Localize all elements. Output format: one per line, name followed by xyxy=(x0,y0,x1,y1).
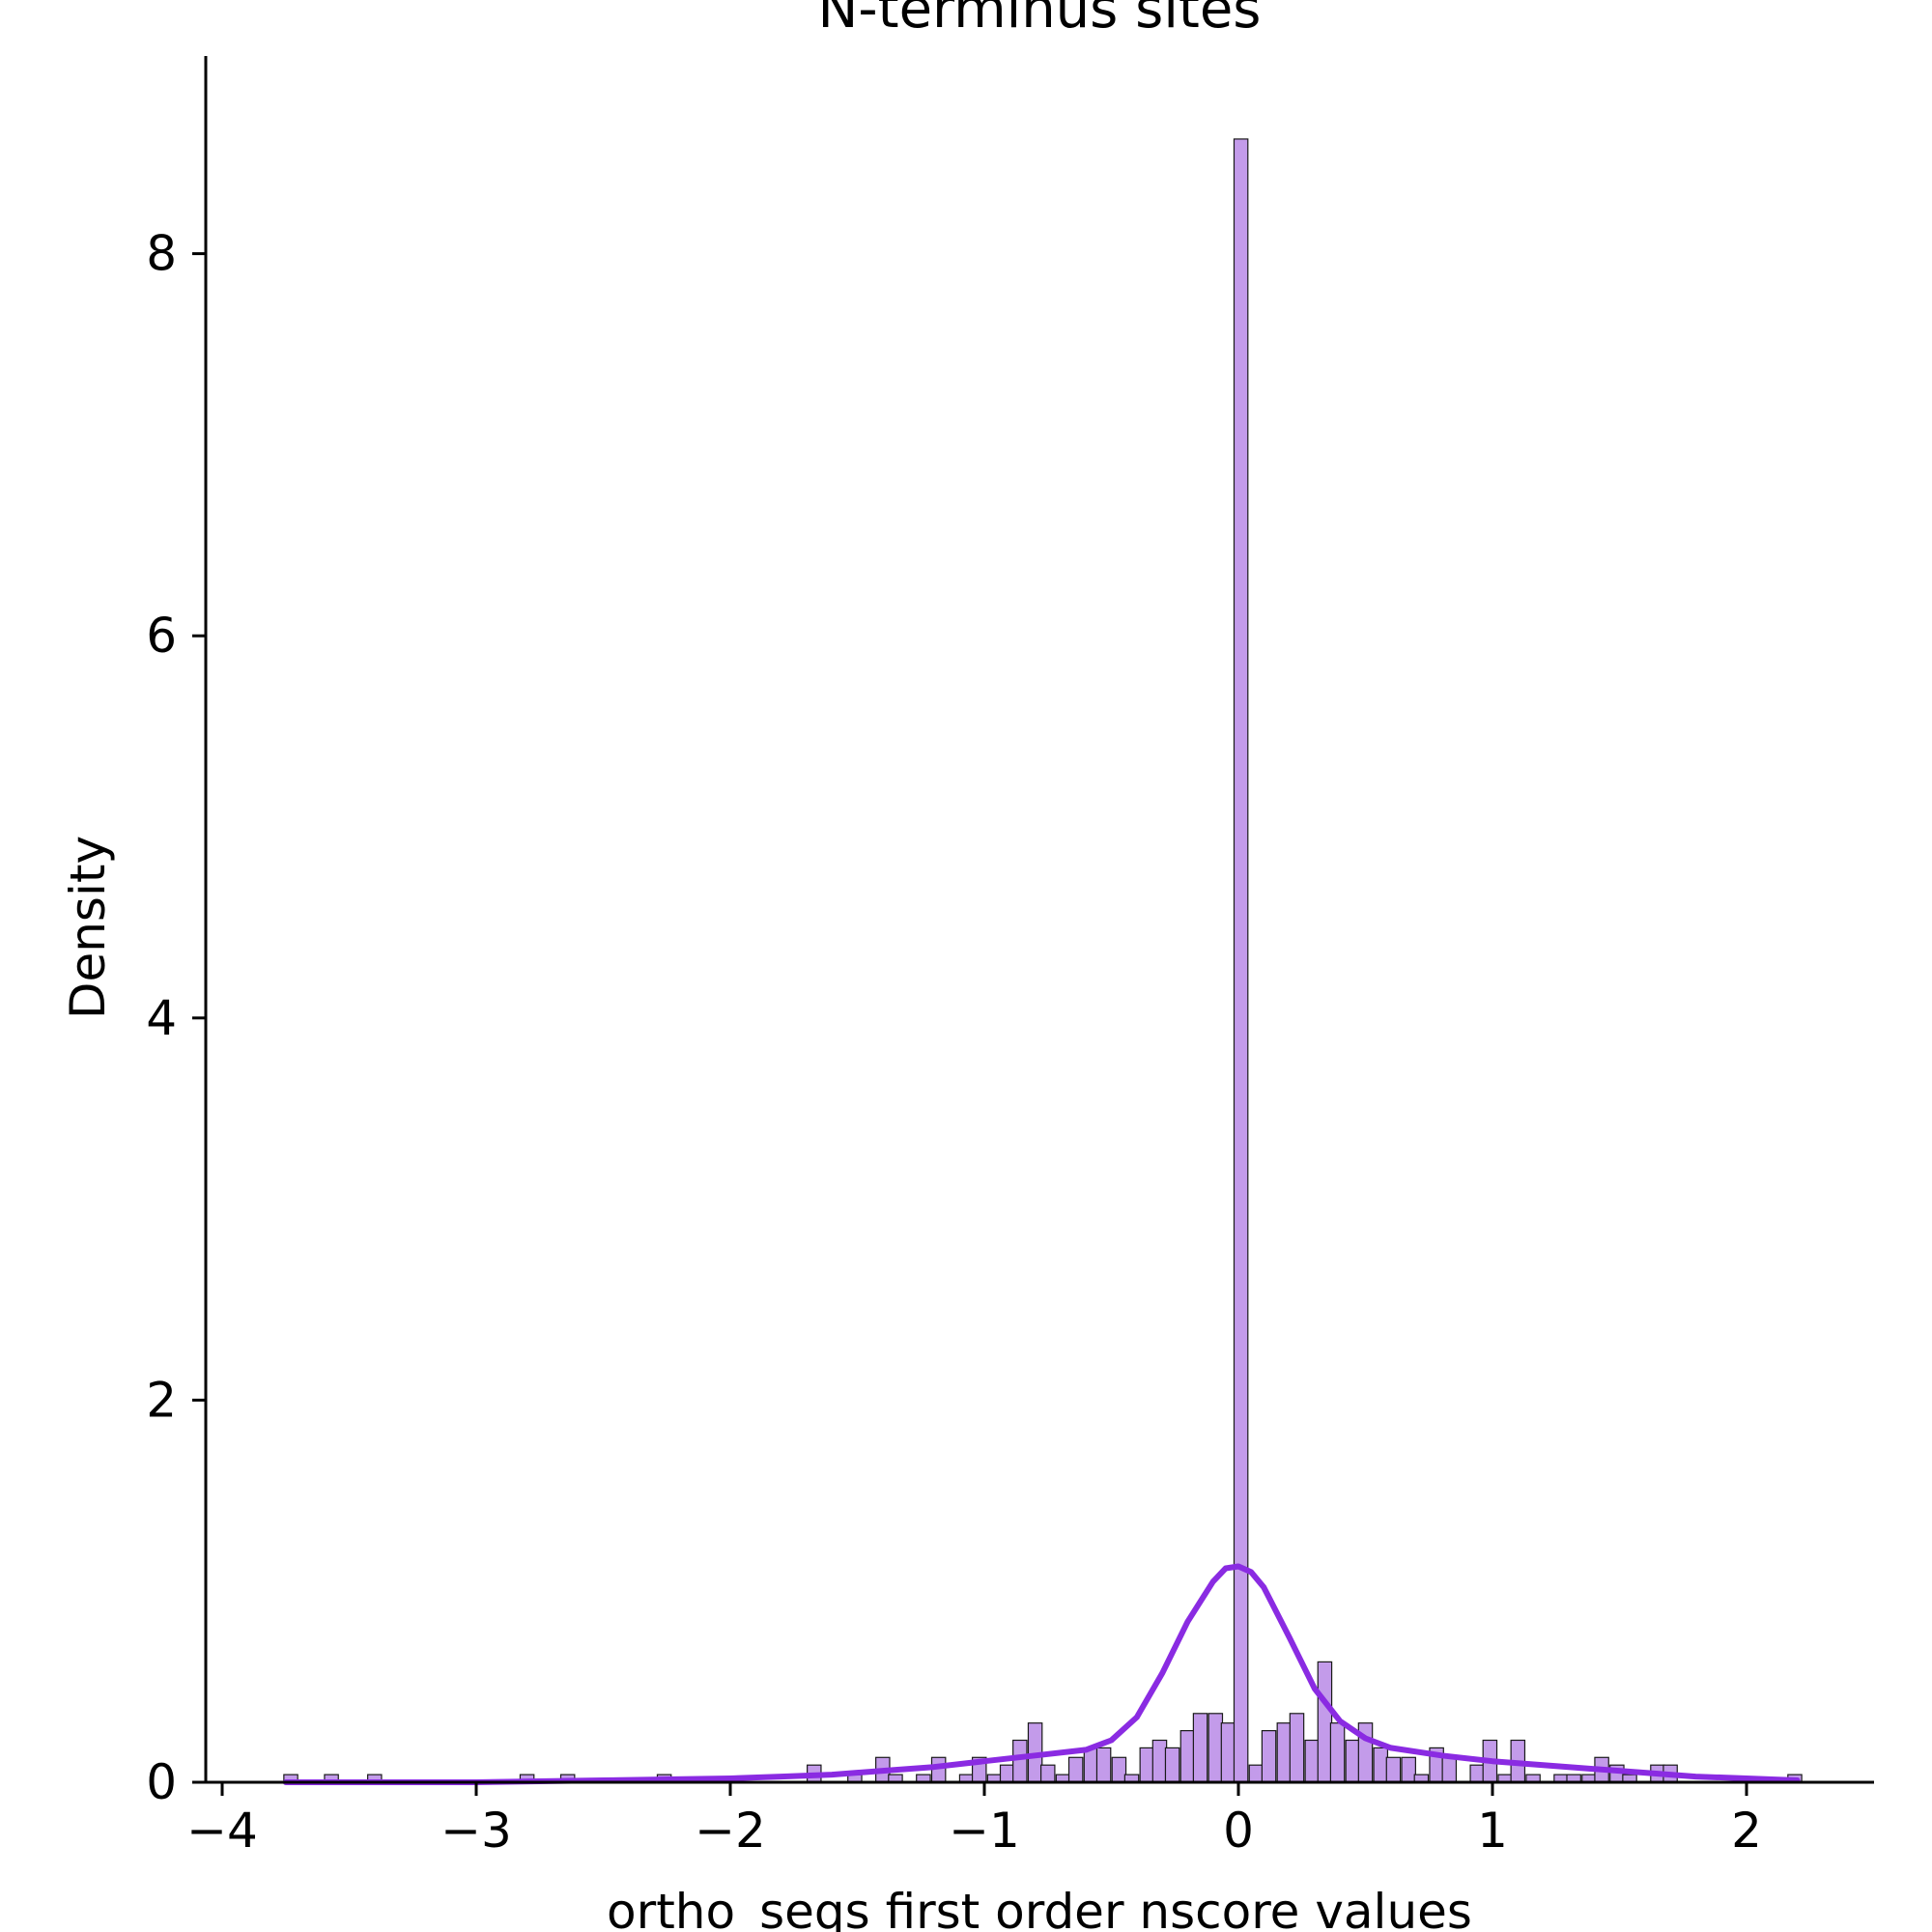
x-tick-label: 1 xyxy=(1477,1803,1508,1859)
histogram-bar xyxy=(1233,138,1249,1783)
kde-curve xyxy=(282,1563,1801,1785)
histogram-bar xyxy=(999,1764,1015,1783)
histogram-bar xyxy=(1261,1729,1277,1783)
histogram-bar xyxy=(1039,1764,1056,1783)
histogram-bar xyxy=(1304,1739,1321,1783)
histogram-bar xyxy=(1317,1661,1333,1783)
y-tick-label: 6 xyxy=(146,608,177,664)
histogram-bar xyxy=(1083,1747,1099,1783)
histogram-bar xyxy=(1208,1713,1224,1783)
x-tick-label: 2 xyxy=(1731,1803,1762,1859)
y-tick-label: 8 xyxy=(146,226,177,282)
histogram-bar xyxy=(1289,1713,1305,1783)
histogram-bar xyxy=(1276,1722,1293,1783)
x-tick-label: −2 xyxy=(695,1803,766,1859)
histogram-bar xyxy=(1111,1756,1127,1783)
x-axis-ticks: −4 −3 −2 −1 0 1 2 xyxy=(186,1782,1762,1859)
histogram-bar xyxy=(1385,1756,1402,1783)
histogram-bar xyxy=(1220,1722,1236,1783)
x-axis-label: ortho_seqs first order nscore values xyxy=(607,1884,1472,1932)
histogram-bar xyxy=(1179,1729,1196,1783)
histogram-bar xyxy=(1192,1713,1208,1783)
histogram-bar xyxy=(1248,1764,1264,1783)
chart-title: N-terminus sites xyxy=(818,0,1262,41)
histogram-bar xyxy=(1067,1756,1084,1783)
histogram-bar xyxy=(1373,1747,1389,1783)
y-tick-label: 0 xyxy=(146,1754,177,1810)
histogram-bar xyxy=(1139,1747,1155,1783)
histogram-bar xyxy=(1012,1739,1028,1783)
histogram-bar xyxy=(1469,1764,1485,1783)
histogram-bar xyxy=(1095,1747,1112,1783)
y-axis-ticks: 0 2 4 6 8 xyxy=(146,226,206,1810)
x-tick-label: 0 xyxy=(1223,1803,1254,1859)
x-tick-label: −1 xyxy=(949,1803,1020,1859)
histogram-bars xyxy=(283,138,1803,1783)
histogram-bar xyxy=(1164,1747,1180,1783)
y-axis-label: Density xyxy=(60,836,116,1019)
y-tick-label: 4 xyxy=(146,990,177,1046)
histogram-bar xyxy=(1441,1756,1458,1783)
histogram-bar xyxy=(1401,1756,1416,1783)
x-tick-label: −4 xyxy=(186,1803,258,1859)
histogram-bar xyxy=(1151,1739,1168,1783)
histogram-bar xyxy=(1345,1739,1361,1783)
histogram-bar xyxy=(1329,1722,1346,1783)
y-tick-label: 2 xyxy=(146,1372,177,1428)
x-tick-label: −3 xyxy=(440,1803,512,1859)
